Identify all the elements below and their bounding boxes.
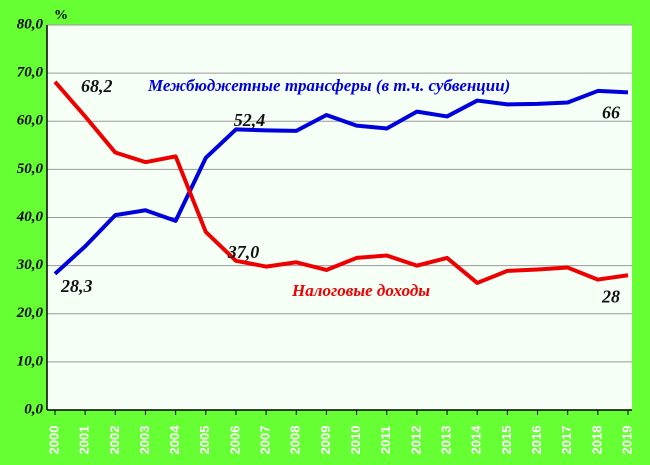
y-tick-label: 30,0 [16, 257, 44, 273]
x-tick-label: 2009 [318, 426, 333, 455]
data-label: 28,3 [60, 276, 93, 296]
data-label: 52,4 [234, 110, 266, 130]
x-tick-label: 2015 [499, 426, 514, 455]
x-tick-label: 2004 [167, 425, 182, 455]
y-tick-label: 40,0 [16, 209, 44, 225]
x-tick-label: 2003 [137, 426, 152, 455]
x-tick-label: 2002 [107, 426, 122, 455]
y-tick-label: 0,0 [24, 401, 43, 417]
data-label: 66 [602, 103, 620, 123]
y-tick-label: 60,0 [17, 113, 44, 129]
x-tick-label: 2016 [529, 426, 544, 455]
x-tick-label: 2017 [559, 426, 574, 455]
series-name: Налоговые доходы [291, 281, 430, 300]
series-line [53, 80, 629, 285]
x-tick-label: 2008 [288, 426, 303, 455]
x-tick-label: 2010 [348, 426, 363, 455]
x-tick-label: 2018 [589, 426, 604, 455]
x-tick-label: 2006 [227, 426, 242, 455]
x-tick-label: 2005 [197, 426, 212, 455]
x-tick-label: 2019 [619, 426, 634, 455]
x-tick-label: 2001 [77, 426, 92, 455]
x-tick-label: 2013 [438, 426, 453, 455]
x-tick-label: 2012 [408, 426, 423, 455]
series-line [53, 88, 629, 276]
x-tick-label: 2007 [258, 426, 273, 455]
x-tick-label: 2011 [378, 426, 393, 454]
y-tick-label: 50,0 [17, 161, 44, 177]
y-unit: % [54, 8, 68, 23]
data-label: 28 [601, 286, 620, 306]
data-label: 37,0 [227, 242, 260, 262]
y-tick-label: 20,0 [16, 305, 44, 321]
x-tick-label: 2014 [469, 425, 484, 455]
series-name: Межбюджетные трансферы (в т.ч. субвенции… [147, 76, 510, 95]
y-tick-label: 70,0 [17, 65, 44, 81]
y-tick-label: 10,0 [17, 353, 44, 369]
y-tick-label: 80,0 [17, 16, 44, 32]
x-tick-label: 2000 [46, 426, 61, 455]
data-label: 68,2 [81, 76, 113, 96]
